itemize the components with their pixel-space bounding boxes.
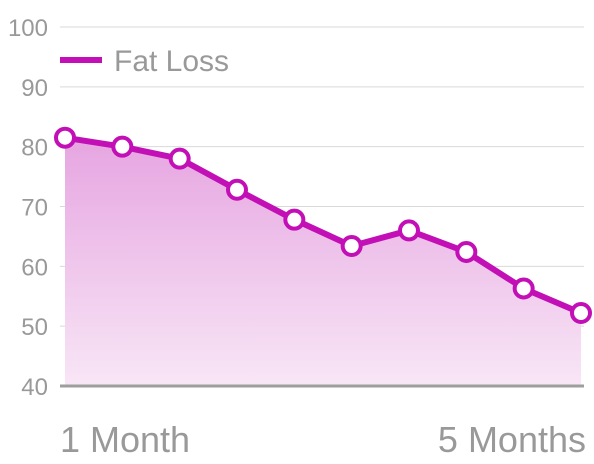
y-tick-label-70: 70 — [21, 195, 48, 222]
y-tick-label-60: 60 — [21, 254, 48, 281]
data-point-2 — [111, 135, 134, 158]
data-point-1 — [54, 126, 76, 149]
legend-label: Fat Loss — [114, 45, 229, 78]
y-tick-label-50: 50 — [21, 314, 48, 341]
series-line-fat-loss — [62, 134, 584, 317]
area-fill — [65, 137, 581, 386]
y-axis-ticks: 100 90 80 70 60 50 40 — [8, 15, 48, 401]
data-point-9 — [512, 277, 535, 300]
x-tick-label-end: 5 Months — [438, 419, 586, 460]
data-point-10 — [570, 302, 592, 325]
data-points — [54, 126, 592, 325]
data-point-7 — [398, 219, 420, 242]
data-point-5 — [283, 208, 306, 231]
legend: Fat Loss — [60, 45, 229, 78]
y-tick-label-40: 40 — [21, 374, 48, 401]
y-tick-label-100: 100 — [8, 15, 48, 42]
x-tick-label-start: 1 Month — [60, 419, 190, 460]
data-point-4 — [226, 178, 248, 201]
y-tick-label-80: 80 — [21, 135, 48, 162]
y-tick-label-90: 90 — [21, 75, 48, 102]
data-point-3 — [168, 147, 191, 170]
data-point-8 — [455, 240, 478, 263]
data-point-6 — [340, 234, 363, 257]
